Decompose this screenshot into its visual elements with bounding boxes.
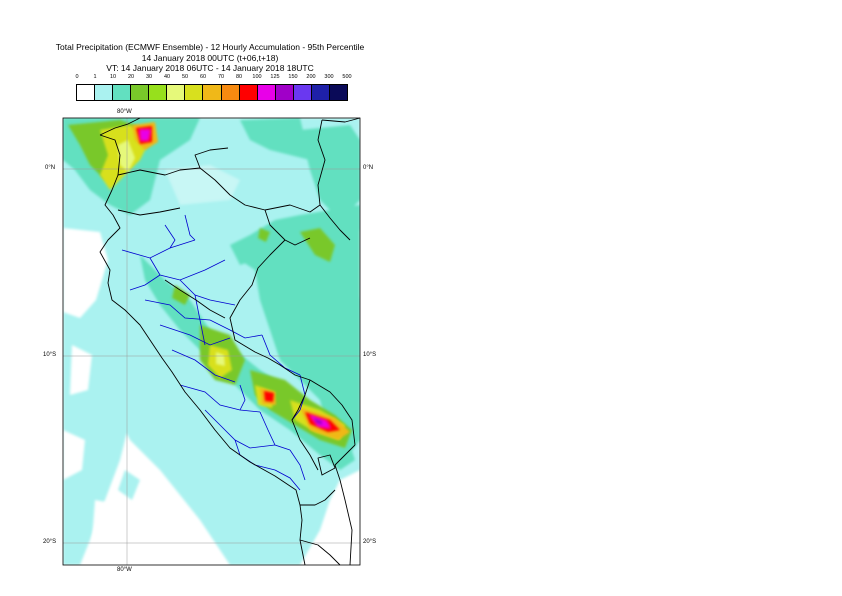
legend-swatch bbox=[293, 85, 312, 100]
legend-label: 125 bbox=[270, 74, 280, 80]
legend-swatches bbox=[76, 84, 348, 101]
legend-swatch bbox=[149, 85, 168, 100]
map-title-block: Total Precipitation (ECMWF Ensemble) - 1… bbox=[0, 42, 420, 74]
legend-label: 1 bbox=[93, 74, 97, 80]
lat-label-20s-right: 20°S bbox=[363, 539, 377, 545]
legend-swatch bbox=[185, 85, 204, 100]
legend-swatch bbox=[329, 85, 347, 100]
legend-label: 50 bbox=[181, 74, 189, 80]
legend-label: 30 bbox=[145, 74, 153, 80]
legend-swatch bbox=[275, 85, 294, 100]
legend-swatch bbox=[203, 85, 222, 100]
legend-label: 20 bbox=[127, 74, 135, 80]
department-boundaries bbox=[121, 214, 306, 491]
legend-labels: 0 1 10 20 30 40 50 60 70 80 100 125 150 200 300 500 bbox=[75, 74, 352, 84]
lat-label-20s-left: 20°S bbox=[43, 539, 57, 545]
lat-label-0n-left: 0°N bbox=[45, 165, 56, 171]
lon-label-bottom: 80°W bbox=[117, 567, 132, 573]
country-boundaries bbox=[99, 117, 361, 566]
legend-label: 200 bbox=[306, 74, 316, 80]
lat-label-10s-right: 10°S bbox=[363, 352, 377, 358]
map-title: Total Precipitation (ECMWF Ensemble) - 1… bbox=[55, 42, 365, 52]
legend-swatch bbox=[239, 85, 258, 100]
map-frame bbox=[62, 117, 361, 566]
legend-swatch bbox=[131, 85, 150, 100]
lat-label-10s-left: 10°S bbox=[43, 352, 57, 358]
legend-label: 0 bbox=[75, 74, 79, 80]
lat-label-0n-right: 0°N bbox=[363, 165, 374, 171]
legend-label: 60 bbox=[199, 74, 207, 80]
precipitation-field bbox=[63, 118, 360, 565]
legend-label: 100 bbox=[252, 74, 262, 80]
legend-swatch bbox=[167, 85, 186, 100]
legend-swatch bbox=[221, 85, 240, 100]
legend-label: 10 bbox=[109, 74, 117, 80]
valid-time: VT: 14 January 2018 06UTC - 14 January 2… bbox=[106, 63, 314, 73]
legend-label: 150 bbox=[288, 74, 298, 80]
legend-swatch bbox=[311, 85, 330, 100]
base-time: 14 January 2018 00UTC (t+06,t+18) bbox=[141, 52, 279, 63]
legend-label: 300 bbox=[324, 74, 334, 80]
legend-swatch bbox=[95, 85, 114, 100]
legend-label: 70 bbox=[217, 74, 225, 80]
legend-swatch bbox=[113, 85, 132, 100]
legend-swatch bbox=[257, 85, 276, 100]
legend-label: 500 bbox=[342, 74, 352, 80]
legend-label: 40 bbox=[163, 74, 171, 80]
color-legend: 0 1 10 20 30 40 50 60 70 80 100 125 150 200 300 500 bbox=[75, 74, 352, 101]
legend-label: 80 bbox=[235, 74, 243, 80]
lon-label-top: 80°W bbox=[117, 109, 132, 115]
legend-swatch bbox=[77, 85, 96, 100]
